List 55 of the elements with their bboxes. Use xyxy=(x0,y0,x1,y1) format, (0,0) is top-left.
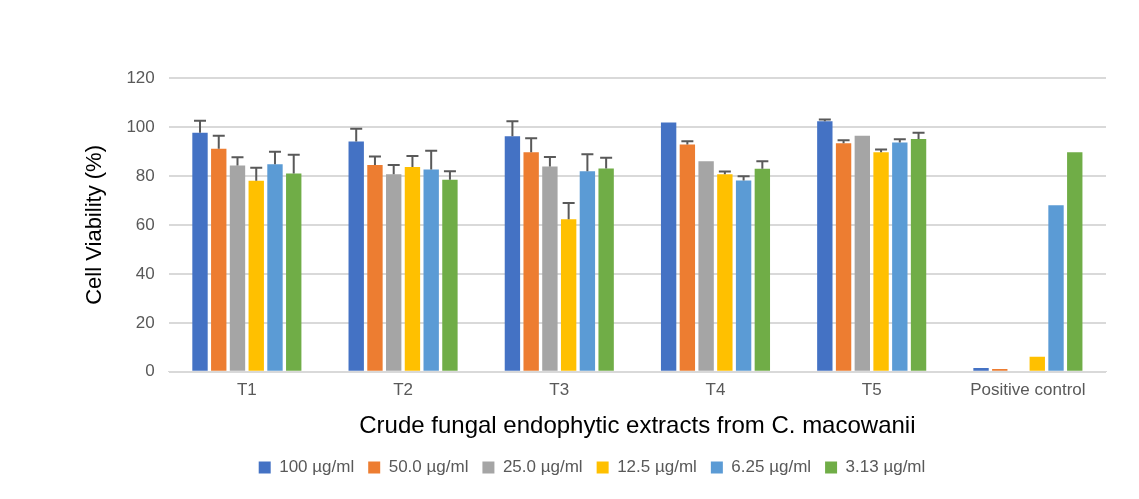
bar xyxy=(423,169,439,371)
bar xyxy=(386,174,402,371)
y-tick-label: 0 xyxy=(145,361,155,381)
bar xyxy=(348,141,364,371)
bar xyxy=(854,135,870,371)
bar xyxy=(542,166,558,371)
bar xyxy=(598,168,614,371)
bar xyxy=(873,152,889,371)
y-tick-label: 120 xyxy=(126,67,155,87)
x-tick-label: T4 xyxy=(705,379,726,399)
bar xyxy=(286,173,302,371)
y-axis-title: Cell Viability (%) xyxy=(81,145,107,305)
bar xyxy=(1048,205,1064,371)
bar xyxy=(973,367,989,371)
x-axis-title: Crude fungal endophytic extracts from C. macowanii xyxy=(359,411,916,439)
x-tick-label: T2 xyxy=(393,379,413,399)
y-tick-label: 60 xyxy=(135,214,155,234)
x-tick-label: T1 xyxy=(236,379,257,399)
bar xyxy=(579,171,596,371)
bar xyxy=(560,219,577,371)
bar xyxy=(211,148,227,371)
bar xyxy=(910,138,927,371)
bar xyxy=(660,122,677,371)
bar xyxy=(835,143,852,371)
legend-label: 50.0 µg/ml xyxy=(388,457,469,477)
legend-label: 3.13 µg/ml xyxy=(845,457,926,477)
x-tick-label: Positive control xyxy=(970,379,1086,399)
bar xyxy=(679,144,696,371)
x-tick-label: T5 xyxy=(861,379,882,399)
legend-label: 100 µg/ml xyxy=(279,457,355,477)
bar xyxy=(367,164,383,371)
bar xyxy=(192,132,208,371)
bar xyxy=(404,166,421,371)
bar xyxy=(523,152,539,371)
bar xyxy=(735,180,752,371)
bar xyxy=(1029,356,1045,371)
legend-label: 25.0 µg/ml xyxy=(502,457,583,477)
x-tick-label: T3 xyxy=(549,379,570,399)
y-tick-label: 100 xyxy=(126,116,155,136)
legend-label: 12.5 µg/ml xyxy=(617,457,697,477)
bar xyxy=(717,174,733,371)
bar xyxy=(248,180,264,371)
y-tick-label: 20 xyxy=(135,312,155,332)
bar xyxy=(754,168,771,371)
bar xyxy=(267,164,283,371)
bar xyxy=(229,165,246,371)
legend-label: 6.25 µg/ml xyxy=(731,457,812,477)
bar xyxy=(442,179,458,371)
bar xyxy=(1067,152,1083,371)
bar xyxy=(817,121,833,371)
bar xyxy=(892,142,908,371)
y-tick-label: 80 xyxy=(135,165,155,185)
y-tick-label: 40 xyxy=(135,263,155,283)
bar xyxy=(698,161,714,371)
bar xyxy=(504,136,521,371)
